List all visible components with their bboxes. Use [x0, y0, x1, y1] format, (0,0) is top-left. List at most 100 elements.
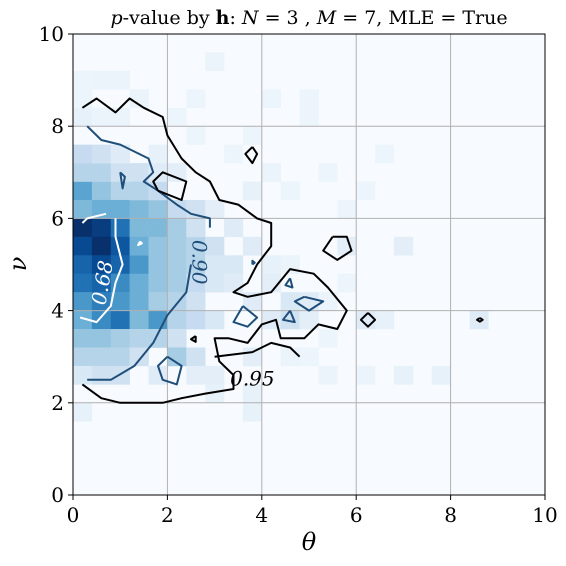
- heatmap-cell: [186, 126, 206, 145]
- heatmap-cell: [318, 163, 338, 182]
- heatmap-cell: [73, 292, 93, 311]
- heatmap-cell: [110, 273, 130, 293]
- heatmap-cell: [242, 126, 263, 145]
- heatmap-cell: [148, 163, 168, 182]
- contour-line-0.95: [322, 235, 353, 261]
- heatmap-cell: [167, 107, 187, 127]
- heatmap-cell: [148, 144, 168, 164]
- heatmap-cell: [91, 199, 112, 219]
- heatmap-cell: [129, 236, 149, 256]
- contour-line-0.90: [293, 295, 325, 312]
- heatmap-cell: [91, 365, 112, 385]
- heatmap-cell: [261, 163, 281, 182]
- heatmap-cell: [205, 310, 225, 330]
- contour-line-0.95: [359, 312, 377, 328]
- contour-lines: [79, 97, 484, 404]
- heatmap-cell: [110, 181, 130, 201]
- heatmap-cell: [129, 163, 149, 182]
- heatmap-cell: [110, 236, 130, 256]
- heatmap-cell: [73, 402, 93, 422]
- heatmap-cell: [73, 218, 93, 238]
- heatmap-cell: [186, 236, 206, 256]
- heatmap-cell: [148, 236, 168, 256]
- heatmap-cell: [205, 273, 225, 293]
- heatmap-cell: [167, 273, 187, 293]
- heatmap-cell: [91, 292, 112, 311]
- contour-line-0.90: [119, 171, 126, 190]
- heatmap-cell: [73, 89, 93, 109]
- heatmap-cell: [110, 199, 130, 219]
- heatmap-cell: [224, 255, 244, 275]
- x-tick-label: 2: [161, 503, 174, 527]
- contour-line-0.95: [214, 341, 301, 358]
- heatmap-cell: [91, 107, 112, 127]
- contour-line-0.90: [251, 259, 256, 266]
- heatmap-cell: [186, 273, 206, 293]
- heatmap-cell: [73, 144, 93, 164]
- heatmap-cell: [224, 218, 244, 238]
- heatmap-cell: [91, 310, 112, 330]
- contour-line-0.95: [190, 335, 197, 343]
- heatmap-cell: [318, 329, 338, 348]
- contour-label: 0.95: [230, 366, 275, 390]
- heatmap-cell: [299, 310, 319, 330]
- heatmap-cell: [205, 199, 225, 219]
- heatmap-cell: [337, 273, 357, 293]
- plot-frame: [72, 33, 546, 496]
- heatmap-cell: [242, 181, 263, 201]
- heatmap-cell: [91, 181, 112, 201]
- heatmap-cell: [73, 107, 93, 127]
- heatmap-cell: [299, 347, 319, 367]
- heatmap-cell: [148, 255, 168, 275]
- heatmap-cell: [299, 107, 319, 127]
- heatmap-cell: [91, 329, 112, 348]
- heatmap-cell: [110, 310, 130, 330]
- x-tick-label: 0: [67, 503, 80, 527]
- heatmap-cell: [299, 89, 319, 109]
- contour-label: 0.90: [188, 240, 212, 285]
- heatmap-cell: [375, 144, 395, 164]
- heatmap-cell: [205, 52, 225, 72]
- heatmap-cell: [73, 199, 93, 219]
- contour-line-0.68: [79, 218, 124, 324]
- heatmap-cell: [242, 384, 263, 404]
- heatmap-cell: [110, 218, 130, 238]
- heatmap-cell: [148, 218, 168, 238]
- heatmap-cell: [110, 347, 130, 367]
- heatmap-cell: [186, 310, 206, 330]
- heatmap-cell: [91, 218, 112, 238]
- heatmap-cell: [73, 365, 93, 385]
- heatmap-cell: [318, 292, 338, 311]
- heatmap-cell: [91, 70, 112, 90]
- heatmap-cell: [167, 199, 187, 219]
- heatmap-cell: [129, 347, 149, 367]
- contour-line-0.90: [86, 125, 211, 228]
- heatmap-cell: [73, 181, 93, 201]
- heatmap-cell: [129, 292, 149, 311]
- heatmap-cell: [91, 163, 112, 182]
- heatmap-cell: [186, 347, 206, 367]
- heatmap-cell: [129, 273, 149, 293]
- heatmap-cell: [224, 273, 244, 293]
- heatmap-cell: [337, 199, 357, 219]
- heatmap-cell: [73, 255, 93, 275]
- contour-line-0.68: [81, 212, 107, 224]
- heatmap-cell: [167, 163, 187, 182]
- heatmap-cell: [91, 273, 112, 293]
- heatmap-cell: [375, 310, 395, 330]
- heatmap-cell: [129, 89, 149, 109]
- heatmap-cell: [110, 329, 130, 348]
- heatmap-cell: [299, 292, 319, 311]
- contour-line-0.90: [87, 264, 192, 381]
- heatmap-cell: [91, 255, 112, 275]
- heatmap-cell: [186, 365, 206, 385]
- heatmap-cell: [280, 292, 300, 311]
- heatmap-cell: [205, 255, 225, 275]
- heatmap-cell: [73, 163, 93, 182]
- heatmap-cell: [261, 273, 281, 293]
- heatmap-cell: [73, 236, 93, 256]
- heatmap-cell: [186, 89, 206, 109]
- heatmap-cell: [205, 236, 225, 256]
- x-tick-label: 8: [444, 503, 457, 527]
